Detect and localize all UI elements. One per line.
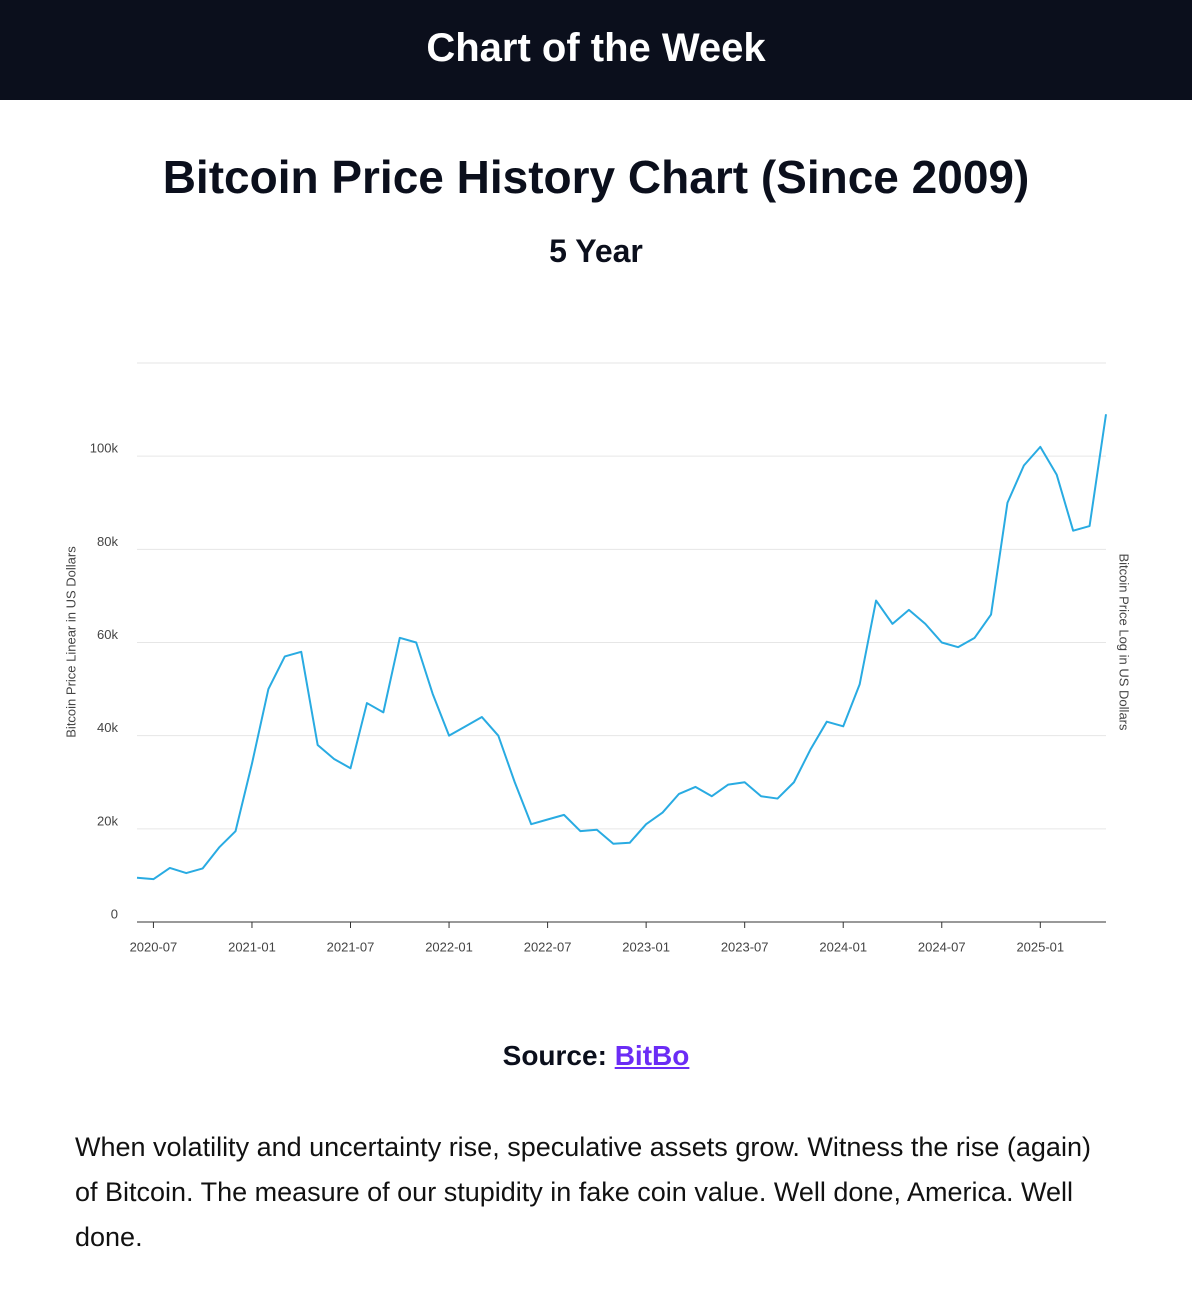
body-text: When volatility and uncertainty rise, sp… (75, 1132, 1091, 1252)
y-axis-label: Bitcoin Price Linear in US Dollars (63, 546, 78, 738)
y2-axis-label: Bitcoin Price Log in US Dollars (1117, 553, 1132, 731)
source-label: Source: (502, 1040, 607, 1071)
x-tick-label: 2024-01 (819, 939, 867, 954)
price-line (136, 414, 1107, 881)
source-link[interactable]: BitBo (614, 1040, 690, 1071)
chart: Bitcoin Price Linear in US Dollars Bitco… (63, 362, 1132, 954)
x-tick-label: 2022-07 (524, 939, 572, 954)
chart-title: Bitcoin Price History Chart (Since 2009) (162, 151, 1030, 203)
x-tick-label: 2022-01 (425, 939, 473, 954)
y-tick-label: 0 (111, 906, 118, 921)
x-tick-label: 2020-07 (130, 939, 178, 954)
y-tick-label: 40k (97, 720, 118, 735)
x-tick-label: 2024-07 (918, 939, 966, 954)
y-tick-label: 60k (97, 627, 118, 642)
y-tick-label: 20k (97, 813, 118, 828)
y-tick-label: 100k (90, 441, 119, 456)
x-tick-label: 2023-07 (721, 939, 769, 954)
header: Chart of the Week (0, 0, 1192, 100)
y-tick-label: 80k (97, 534, 118, 549)
x-tick-label: 2021-01 (228, 939, 276, 954)
chart-subtitle: 5 Year (549, 233, 643, 269)
x-tick-label: 2023-01 (622, 939, 670, 954)
source: Source: BitBo (0, 1040, 1192, 1072)
x-tick-label: 2021-07 (327, 939, 375, 954)
x-tick-label: 2025-01 (1016, 939, 1064, 954)
